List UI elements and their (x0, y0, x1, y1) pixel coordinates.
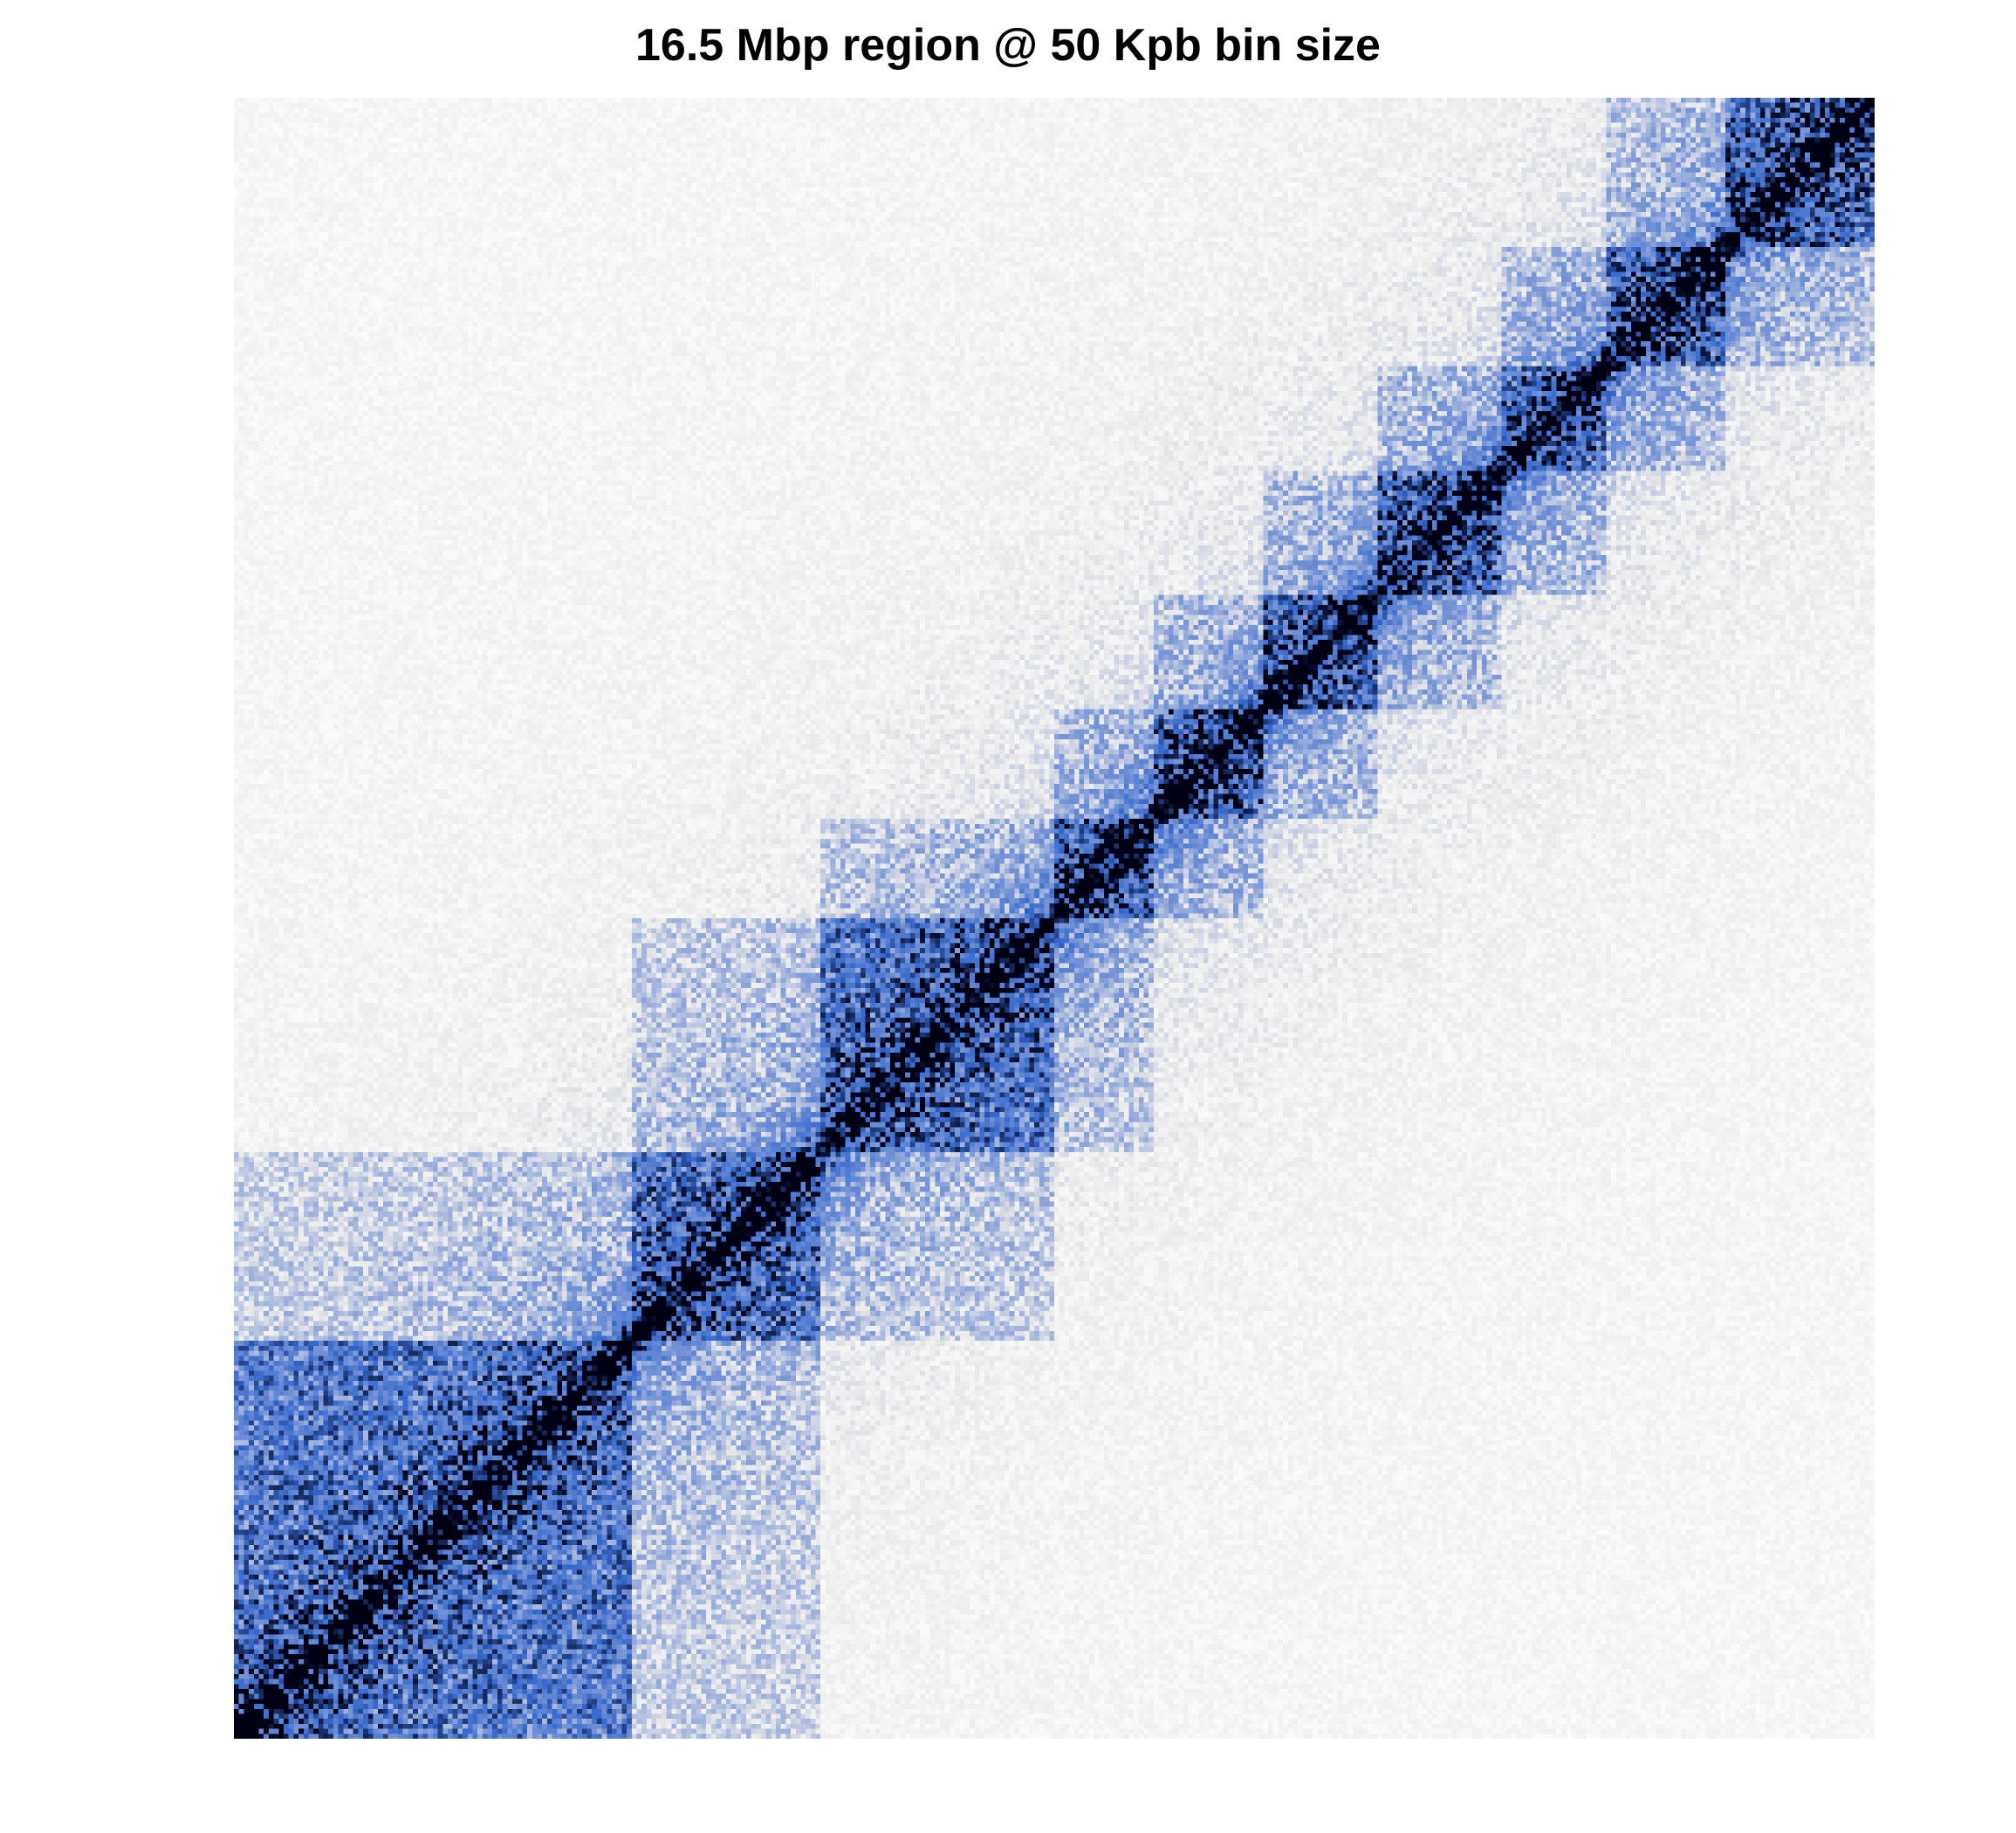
chart-title: 16.5 Mbp region @ 50 Kpb bin size (635, 20, 1381, 71)
contact-heatmap (234, 98, 1875, 1739)
